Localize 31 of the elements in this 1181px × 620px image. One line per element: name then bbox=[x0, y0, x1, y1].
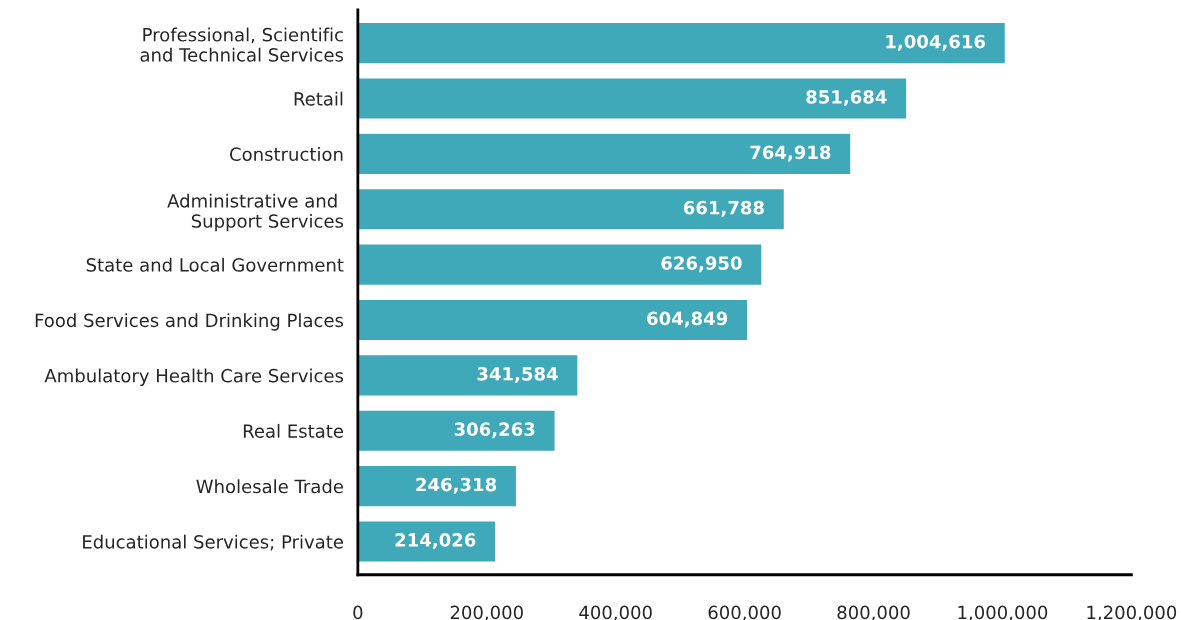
bar bbox=[357, 409, 556, 453]
data-label: 626,950 bbox=[661, 256, 742, 273]
y-tick-label: State and Local Government bbox=[86, 257, 344, 272]
bar bbox=[357, 243, 763, 287]
y-tick-label: Construction bbox=[230, 147, 343, 162]
y-tick-label: Food Services and Drinking Places bbox=[35, 313, 344, 331]
data-label: 214,026 bbox=[395, 533, 476, 550]
bar bbox=[357, 298, 749, 342]
x-tick-label: 0 bbox=[353, 605, 363, 620]
y-tick-label: Retail bbox=[294, 91, 343, 106]
y-tick-label: Real Estate bbox=[243, 423, 343, 438]
data-label: 341,584 bbox=[477, 366, 558, 383]
data-label: 604,849 bbox=[647, 311, 728, 328]
data-label: 246,318 bbox=[416, 477, 497, 494]
y-tick-label: Ambulatory Health Care Services bbox=[44, 368, 344, 387]
bar bbox=[357, 132, 852, 176]
data-label: 306,263 bbox=[454, 422, 535, 439]
bar bbox=[357, 464, 518, 508]
bar bbox=[357, 520, 497, 563]
data-label: 851,684 bbox=[806, 90, 887, 107]
y-tick-label: Educational Services; Private bbox=[83, 534, 343, 551]
y-tick-label: Administrative and Support Services bbox=[167, 193, 344, 232]
data-label: 661,788 bbox=[683, 200, 764, 217]
bar bbox=[357, 187, 786, 231]
data-label: 764,918 bbox=[750, 145, 831, 162]
y-tick-label: Professional, Scientific and Technical Services bbox=[140, 27, 344, 62]
bar bbox=[357, 21, 1007, 65]
bar bbox=[357, 353, 579, 397]
y-tick-label: Wholesale Trade bbox=[196, 479, 343, 494]
data-label: 1,004,616 bbox=[886, 34, 986, 51]
bar bbox=[357, 77, 908, 120]
